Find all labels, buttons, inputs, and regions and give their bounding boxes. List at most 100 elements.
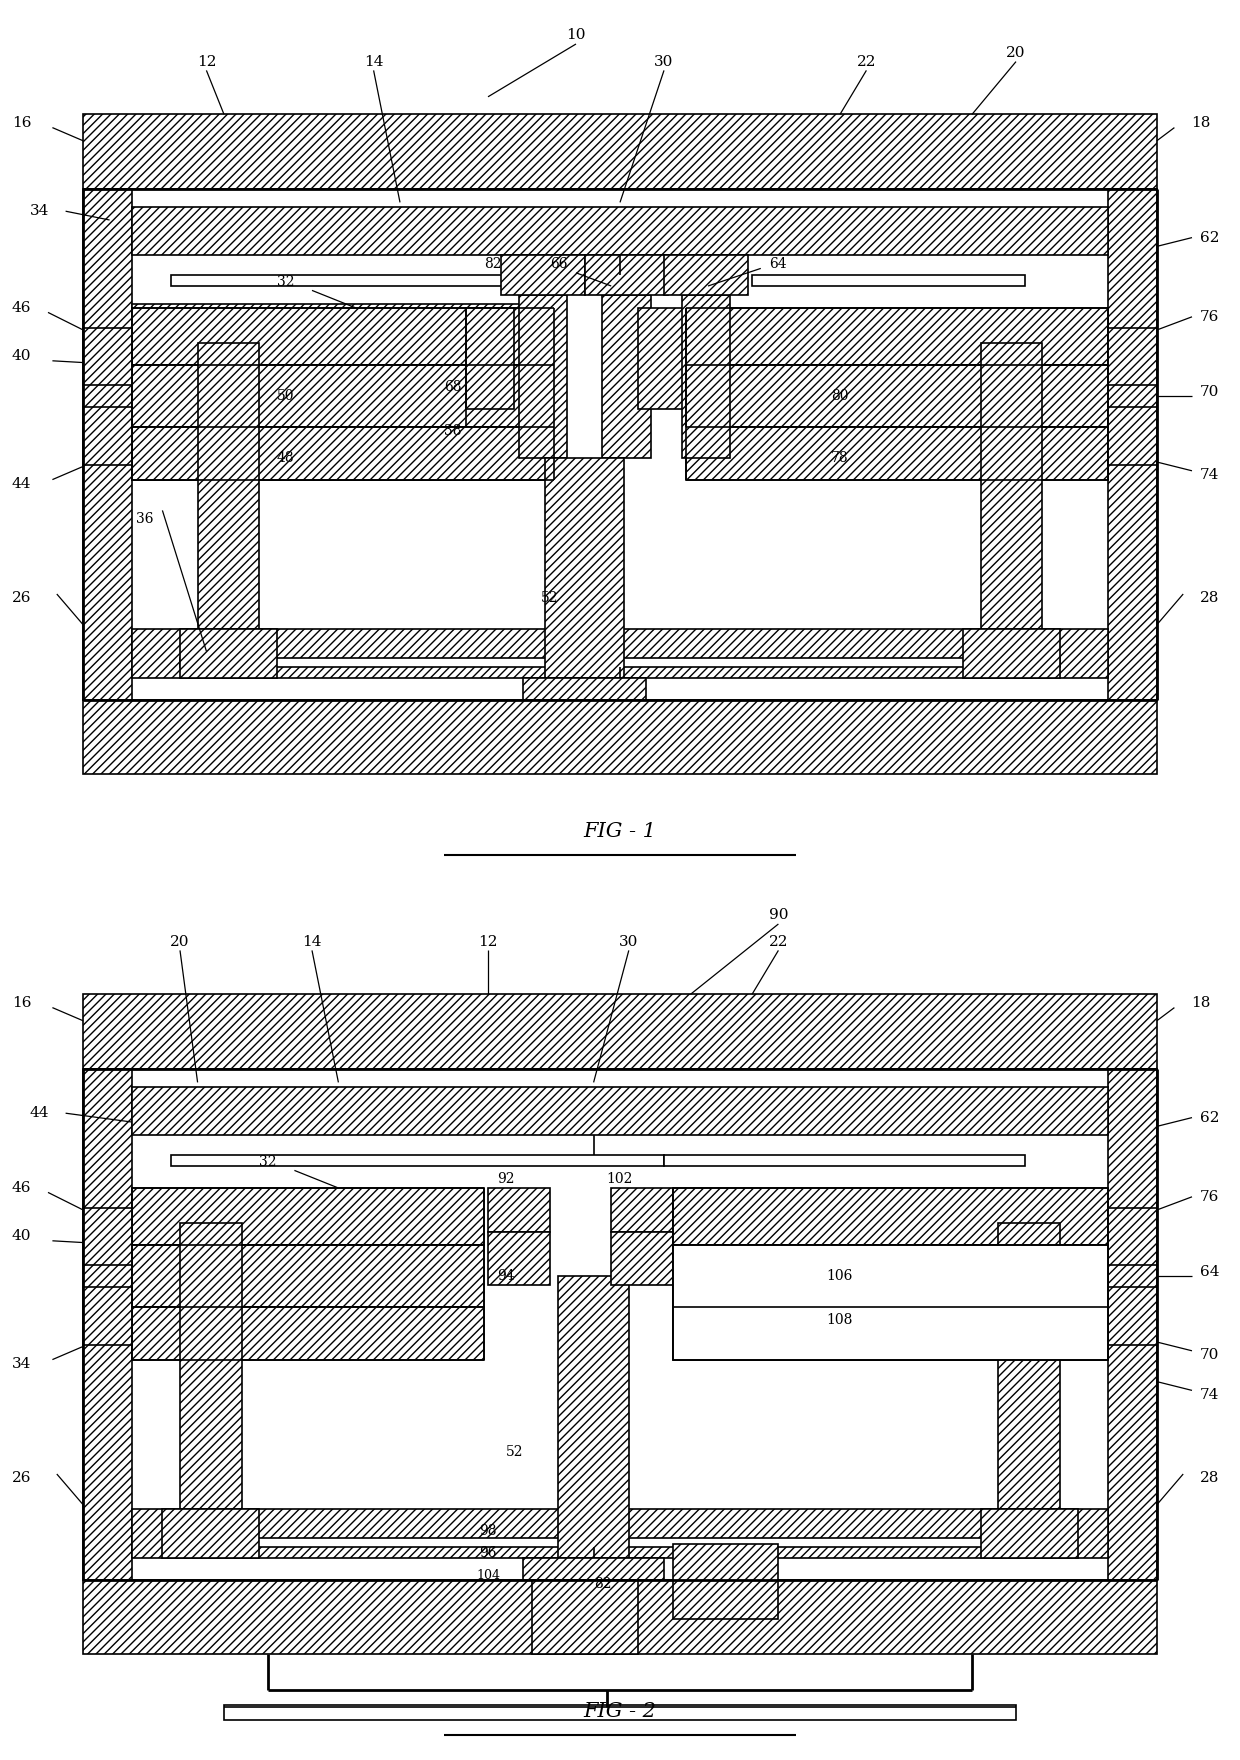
- Bar: [180, 1223, 242, 1508]
- Bar: [686, 364, 1109, 426]
- Text: 14: 14: [363, 55, 383, 69]
- Text: 102: 102: [606, 1172, 634, 1186]
- Text: 64: 64: [770, 257, 787, 271]
- Bar: [686, 308, 1109, 364]
- Bar: [83, 699, 1157, 774]
- Bar: [518, 294, 567, 458]
- Bar: [180, 1538, 1060, 1547]
- Bar: [197, 343, 259, 628]
- Text: 98: 98: [479, 1524, 497, 1538]
- Bar: [162, 1510, 259, 1558]
- Bar: [131, 303, 554, 364]
- Text: 62: 62: [1200, 231, 1219, 245]
- Text: 22: 22: [769, 935, 789, 949]
- Text: 70: 70: [1200, 1348, 1219, 1362]
- Text: 34: 34: [30, 204, 48, 218]
- Bar: [83, 1287, 131, 1345]
- Bar: [131, 628, 1109, 678]
- Text: 62: 62: [1200, 1111, 1219, 1125]
- Text: 82: 82: [594, 1577, 611, 1591]
- Text: 30: 30: [619, 935, 639, 949]
- Text: 28: 28: [1200, 1471, 1219, 1485]
- Bar: [1109, 1287, 1157, 1345]
- Bar: [501, 255, 585, 294]
- Bar: [131, 308, 554, 364]
- Text: 26: 26: [12, 591, 31, 605]
- Text: 40: 40: [12, 1230, 31, 1243]
- Text: 50: 50: [277, 389, 294, 403]
- Bar: [131, 206, 1109, 255]
- Text: 92: 92: [497, 1172, 515, 1186]
- Bar: [131, 428, 554, 479]
- Bar: [83, 1207, 131, 1265]
- Bar: [131, 364, 554, 426]
- Text: 46: 46: [12, 301, 31, 315]
- Text: 90: 90: [769, 908, 789, 922]
- Text: 78: 78: [831, 451, 849, 465]
- Text: 16: 16: [12, 116, 31, 130]
- Bar: [611, 1188, 673, 1232]
- Text: 46: 46: [12, 1181, 31, 1195]
- Bar: [83, 1068, 131, 1580]
- Bar: [673, 1188, 1109, 1246]
- Text: 74: 74: [1200, 468, 1219, 482]
- Text: 94: 94: [497, 1269, 515, 1283]
- Text: 20: 20: [170, 935, 190, 949]
- Bar: [663, 1155, 1024, 1165]
- Text: 12: 12: [197, 55, 216, 69]
- Bar: [963, 628, 1060, 678]
- Text: 28: 28: [1200, 591, 1219, 605]
- Bar: [603, 294, 651, 458]
- Text: 70: 70: [1200, 385, 1219, 398]
- Bar: [523, 678, 646, 699]
- Text: 18: 18: [1192, 116, 1210, 130]
- Bar: [131, 1510, 1109, 1558]
- Text: 22: 22: [857, 55, 877, 69]
- Text: 66: 66: [549, 257, 567, 271]
- Bar: [558, 1276, 629, 1558]
- Text: 64: 64: [1200, 1265, 1219, 1278]
- Bar: [224, 1704, 1016, 1721]
- Bar: [673, 1244, 981, 1306]
- Bar: [489, 1232, 549, 1285]
- Bar: [171, 275, 743, 285]
- Bar: [673, 1246, 1109, 1359]
- Bar: [83, 188, 131, 699]
- Text: 14: 14: [303, 935, 321, 949]
- Bar: [532, 1580, 637, 1654]
- Bar: [466, 308, 515, 408]
- Text: 76: 76: [1200, 1190, 1219, 1204]
- Bar: [673, 1306, 1109, 1359]
- Text: 18: 18: [1192, 996, 1210, 1010]
- Text: 32: 32: [259, 1155, 277, 1169]
- Text: 80: 80: [831, 389, 848, 403]
- Bar: [686, 428, 1109, 479]
- Bar: [131, 419, 554, 479]
- Bar: [663, 255, 748, 294]
- Bar: [981, 343, 1043, 628]
- Bar: [83, 407, 131, 465]
- Text: 68: 68: [444, 380, 461, 394]
- Text: 20: 20: [1006, 46, 1025, 60]
- Text: 76: 76: [1200, 310, 1219, 324]
- Text: 44: 44: [12, 477, 31, 491]
- Bar: [1109, 327, 1157, 385]
- Bar: [83, 994, 1157, 1068]
- Bar: [131, 1244, 484, 1306]
- Text: 32: 32: [277, 275, 294, 289]
- Bar: [489, 1188, 549, 1232]
- Text: 34: 34: [12, 1357, 31, 1371]
- Bar: [637, 308, 686, 408]
- Bar: [673, 1258, 1109, 1306]
- Text: 38: 38: [444, 424, 461, 438]
- Text: 44: 44: [30, 1107, 48, 1119]
- Text: 12: 12: [479, 935, 497, 949]
- Text: FIG - 1: FIG - 1: [584, 822, 656, 841]
- Text: 104: 104: [476, 1568, 500, 1582]
- Text: 26: 26: [12, 1471, 31, 1485]
- Text: 30: 30: [655, 55, 673, 69]
- Text: 48: 48: [277, 451, 294, 465]
- Text: 106: 106: [827, 1269, 853, 1283]
- Bar: [611, 1232, 673, 1285]
- Text: 82: 82: [484, 257, 501, 271]
